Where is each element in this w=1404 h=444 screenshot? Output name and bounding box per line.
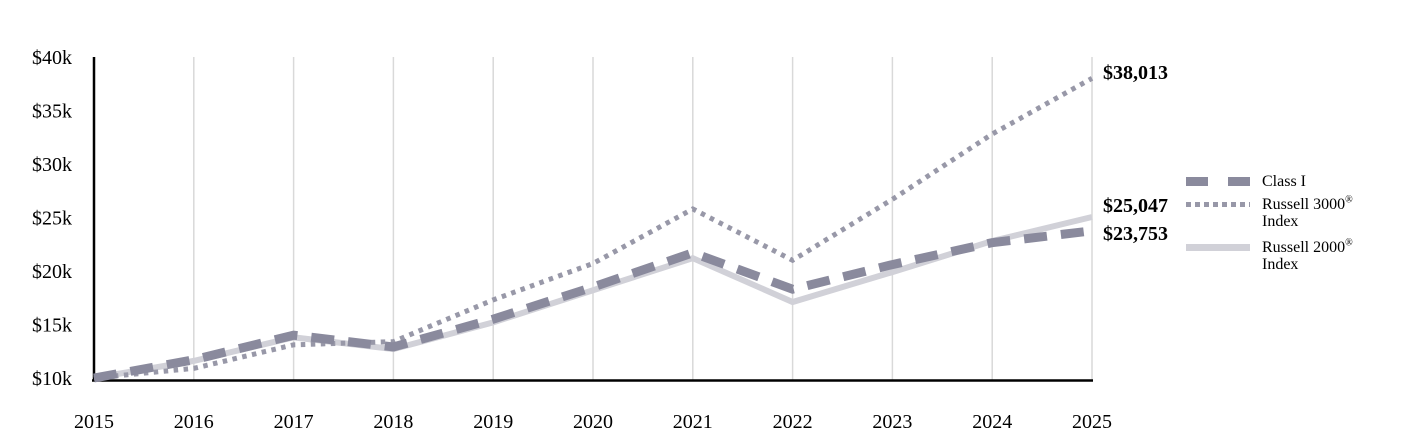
y-tick-35k: $35k	[32, 101, 72, 123]
y-tick-15k: $15k	[32, 315, 72, 337]
y-tick-30k: $30k	[32, 154, 72, 176]
legend-label-class-i: Class I	[1262, 173, 1306, 190]
x-tick-2022: 2022	[773, 411, 813, 433]
legend-label-text: Russell 3000®	[1262, 194, 1353, 213]
russell-3000-dotted-line-sample	[1186, 196, 1250, 213]
legend-item-class-i: Class I	[1186, 173, 1396, 190]
x-tick-2017: 2017	[274, 411, 314, 433]
legend-label-russell-3000: Russell 3000® Index	[1262, 194, 1353, 230]
y-tick-10k: $10k	[32, 368, 72, 390]
x-tick-2016: 2016	[174, 411, 214, 433]
x-tick-2015: 2015	[74, 411, 114, 433]
y-tick-25k: $25k	[32, 208, 72, 230]
legend-label-text: Russell 2000®	[1262, 237, 1353, 256]
end-value-class-i: $23,753	[1103, 222, 1168, 245]
x-tick-2025: 2025	[1072, 411, 1112, 433]
end-value-russell-2000: $25,047	[1103, 194, 1168, 217]
x-tick-2019: 2019	[473, 411, 513, 433]
y-tick-40k: $40k	[32, 47, 72, 69]
x-tick-2023: 2023	[872, 411, 912, 433]
legend-item-russell-3000: Russell 3000® Index	[1186, 194, 1396, 230]
series-line-class-i	[93, 226, 1093, 383]
x-tick-2024: 2024	[972, 411, 1012, 433]
y-tick-20k: $20k	[32, 261, 72, 283]
legend-label-text-line2: Index	[1262, 213, 1299, 230]
x-tick-2021: 2021	[673, 411, 713, 433]
russell-2000-solid-line-sample	[1186, 239, 1250, 256]
legend-label-text-line2: Index	[1262, 256, 1299, 273]
x-tick-2018: 2018	[373, 411, 413, 433]
legend-label-russell-2000: Russell 2000® Index	[1262, 237, 1353, 273]
class-i-dashed-line-sample	[1186, 173, 1250, 190]
legend-item-russell-2000: Russell 2000® Index	[1186, 237, 1396, 273]
end-value-russell-3000: $38,013	[1103, 62, 1168, 85]
registered-mark: ®	[1345, 194, 1353, 206]
legend: Class I Russell 3000® Index Russell 2000…	[1186, 173, 1396, 282]
registered-mark: ®	[1345, 237, 1353, 249]
x-tick-2020: 2020	[573, 411, 613, 433]
legend-label-text: Class I	[1262, 173, 1306, 190]
